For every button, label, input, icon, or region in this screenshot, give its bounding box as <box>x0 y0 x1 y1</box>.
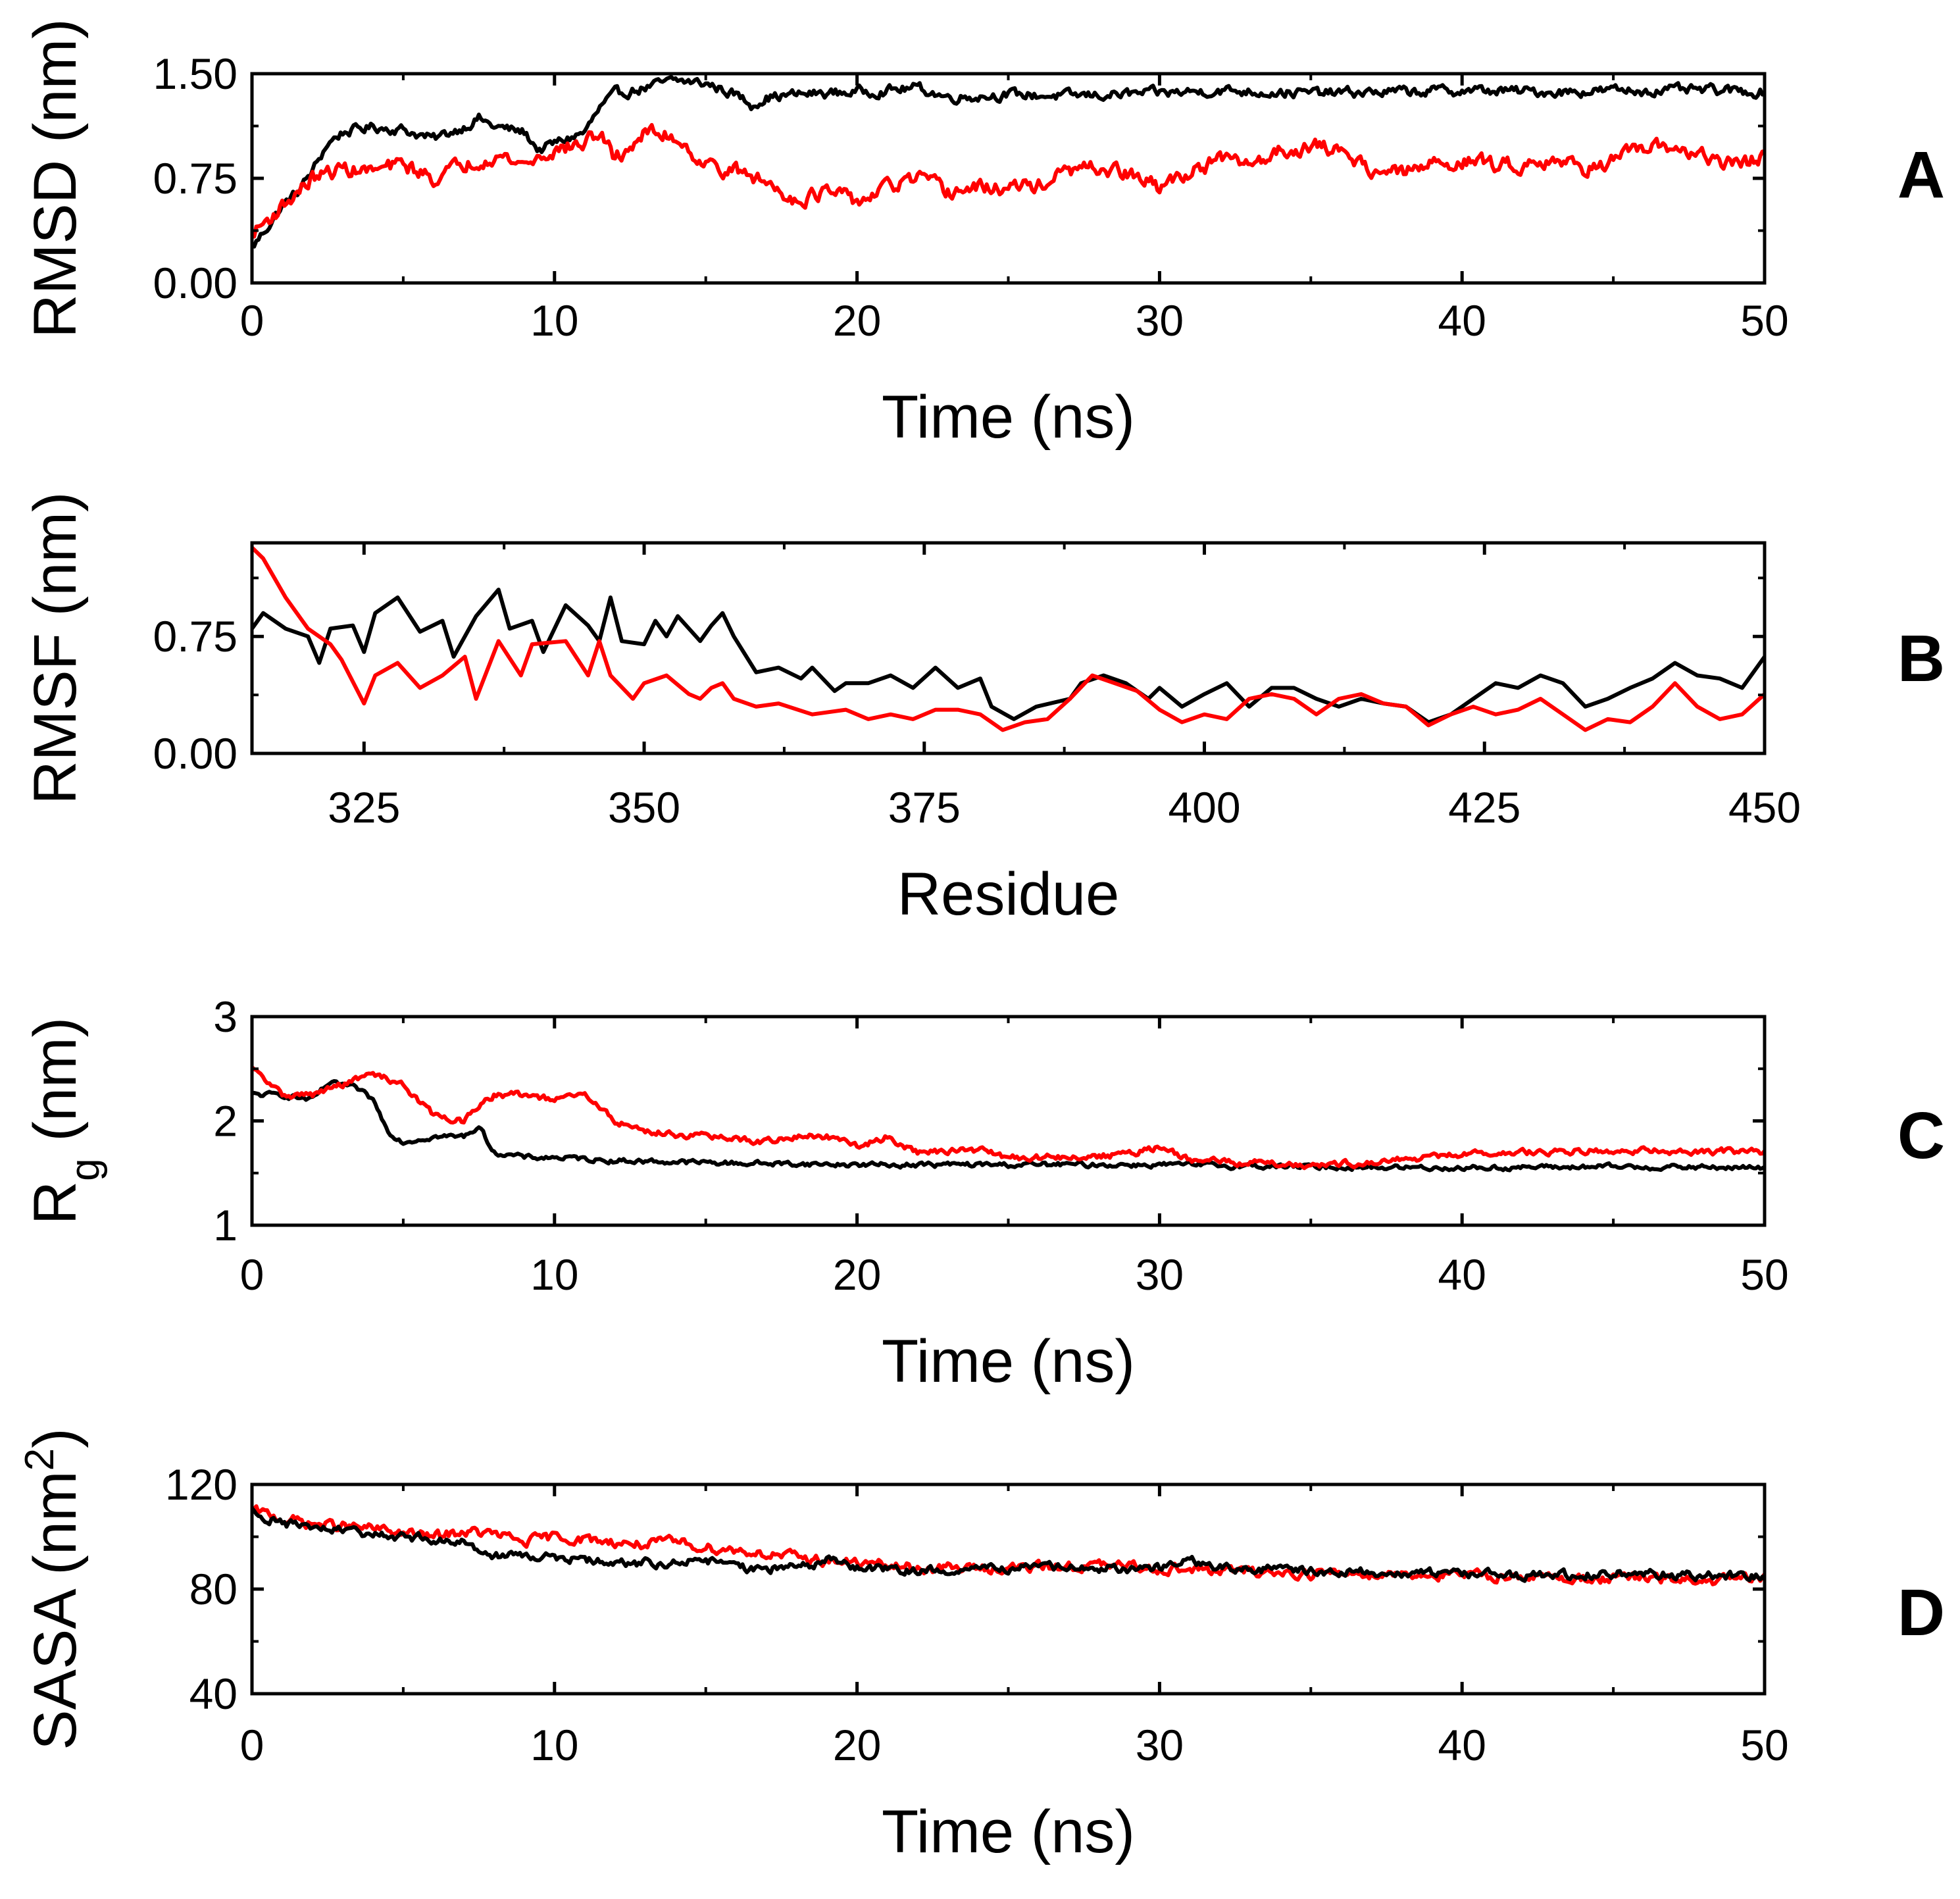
series-line-red <box>252 1065 1765 1171</box>
series-line-black <box>252 1079 1765 1173</box>
y-axis-title-close: ) <box>22 1428 89 1448</box>
y-axis-title: SASA (nm2) <box>17 1428 89 1750</box>
x-tick-label: 40 <box>1438 1250 1486 1299</box>
x-tick-label: 10 <box>530 1721 578 1769</box>
panel-b: 325 350 375 400 425 450 0.00 0.75 Residue RMSF (n… <box>22 492 1945 928</box>
series-line-red <box>252 122 1765 239</box>
y-tick-label: 2 <box>213 1097 238 1146</box>
panel-letter: A <box>1897 138 1945 212</box>
x-tick-label: 10 <box>530 1250 578 1299</box>
x-axis-title: Time (ns) <box>882 1798 1135 1865</box>
y-axis-title-main: SASA (nm <box>22 1471 89 1750</box>
x-tick-label: 50 <box>1740 296 1788 345</box>
y-tick-label: 120 <box>165 1460 238 1509</box>
y-tick-label: 0.75 <box>153 612 238 661</box>
y-tick-label: 1 <box>213 1201 238 1250</box>
x-tick-label: 0 <box>240 1250 264 1299</box>
x-tick-label: 0 <box>240 1721 264 1769</box>
y-axis-title: Rg (nm) <box>22 1017 108 1225</box>
x-tick-label: 20 <box>833 1250 881 1299</box>
panel-letter: C <box>1897 1099 1945 1173</box>
y-tick-label: 80 <box>189 1565 238 1613</box>
y-axis-title-main: R <box>22 1181 89 1225</box>
x-axis-title: Residue <box>897 861 1120 928</box>
x-tick-label: 450 <box>1728 783 1801 832</box>
y-axis-title-main: RMSD (nm) <box>22 18 89 338</box>
x-tick-label: 0 <box>240 296 264 345</box>
x-tick-label: 425 <box>1448 783 1520 832</box>
y-axis-title: RMSF (nm) <box>22 492 89 804</box>
x-tick-label: 30 <box>1136 296 1184 345</box>
panel-d: 0 10 20 30 40 50 40 80 120 Time (ns) SASA (nm2) D <box>17 1428 1946 1865</box>
x-tick-label: 50 <box>1740 1721 1788 1769</box>
plot-frame <box>250 72 1767 285</box>
panel-letter: B <box>1897 622 1945 696</box>
y-tick-label: 0.00 <box>153 259 238 307</box>
y-tick-label: 1.50 <box>153 49 238 98</box>
y-axis-title-superscript: 2 <box>17 1448 63 1471</box>
x-axis-title: Time (ns) <box>882 1328 1135 1395</box>
y-axis-title-subscript: g <box>63 1158 108 1180</box>
plot-frame <box>250 1482 1767 1696</box>
x-tick-label: 50 <box>1740 1250 1788 1299</box>
plot-frame <box>250 541 1767 755</box>
series-line-black <box>252 74 1765 249</box>
x-tick-label: 40 <box>1438 296 1486 345</box>
x-tick-label: 20 <box>833 296 881 345</box>
y-tick-label: 0.00 <box>153 729 238 778</box>
x-tick-label: 375 <box>888 783 961 832</box>
x-tick-label: 40 <box>1438 1721 1486 1769</box>
x-tick-label: 400 <box>1168 783 1240 832</box>
series-line-red <box>252 545 1765 732</box>
x-axis-title: Time (ns) <box>882 384 1135 451</box>
y-axis-title-main: RMSF (nm) <box>22 492 89 804</box>
panel-c: 0 10 20 30 40 50 1 2 3 Time (ns) Rg (nm) C <box>22 992 1945 1395</box>
panel-a: 0 10 20 30 40 50 0.00 0.75 1.50 Time (ns) RMSD (nm… <box>22 18 1945 451</box>
y-tick-label: 40 <box>189 1669 238 1718</box>
y-tick-label: 0.75 <box>153 154 238 203</box>
panel-letter: D <box>1897 1576 1945 1650</box>
plot-frame <box>250 1015 1767 1227</box>
x-tick-label: 30 <box>1136 1721 1184 1769</box>
x-tick-label: 10 <box>530 296 578 345</box>
x-tick-label: 325 <box>328 783 400 832</box>
series-line-black <box>252 1507 1765 1583</box>
x-tick-label: 30 <box>1136 1250 1184 1299</box>
y-axis-title: RMSD (nm) <box>22 18 89 338</box>
y-axis-title-unit: (nm) <box>22 1017 89 1159</box>
x-tick-label: 350 <box>608 783 680 832</box>
x-tick-label: 20 <box>833 1721 881 1769</box>
y-tick-label: 3 <box>213 992 238 1041</box>
series-line-black <box>252 588 1765 724</box>
